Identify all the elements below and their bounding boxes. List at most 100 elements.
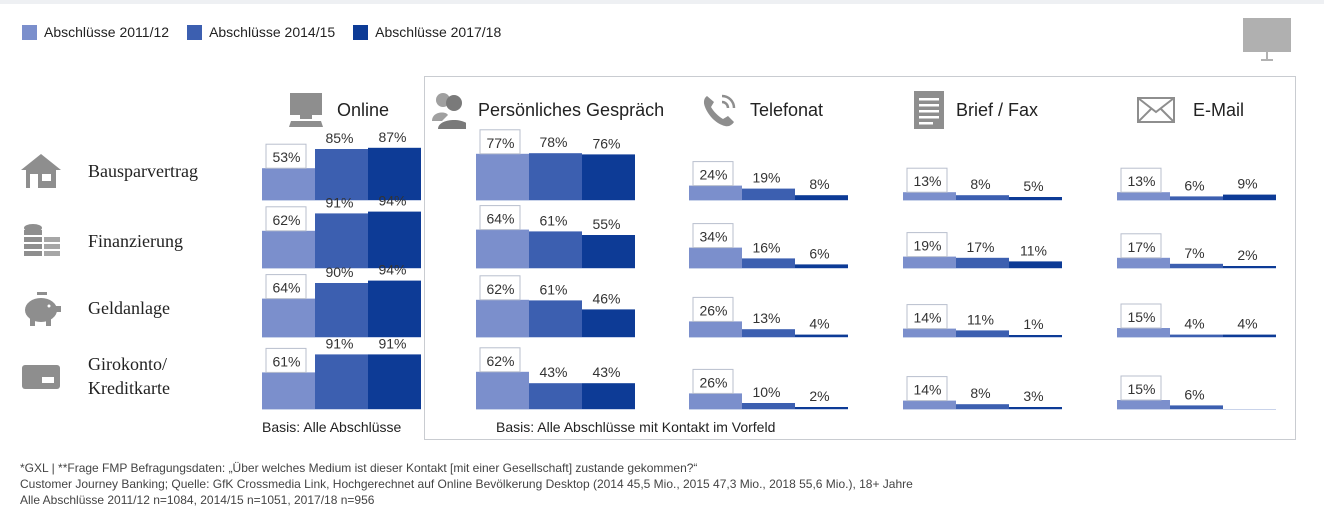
bar-geldanlage-telefonat-1 [742,329,795,337]
footnote-line-3: Alle Abschlüsse 2011/12 n=1084, 2014/15 … [20,493,375,507]
value-label-bausparvertrag-pers-nliches-gespr-ch-2: 76% [592,135,620,151]
bar-finanzierung-online-2 [368,211,421,268]
value-label-box [1120,303,1162,329]
bar-geldanlage-pers-nliches-gespr-ch-1 [529,300,582,337]
bar-geldanlage-e-mail-2 [1223,334,1276,337]
value-label-box [906,232,948,258]
bar-finanzierung-e-mail-1 [1170,263,1223,268]
value-label-bausparvertrag-pers-nliches-gespr-ch-1: 78% [539,134,567,150]
bar-bausparvertrag-telefonat-2 [795,195,848,200]
bar-geldanlage-online-1 [315,283,368,337]
phone-icon [703,94,736,127]
bar-geldanlage-online-2 [368,280,421,337]
chart-legend: Abschlüsse 2011/12 Abschlüsse 2014/15 Ab… [22,24,501,40]
product-label-bausparvertrag: Bausparvertrag [88,161,198,181]
channel-header-brief: Brief / Fax [914,90,1038,130]
bar-geldanlage-e-mail-0 [1117,328,1170,337]
bar-girokonto-kreditkarte-online-0 [262,372,315,409]
footnote: *GXL | **Frage FMP Befragungsdaten: „Übe… [20,460,913,508]
value-label-box [479,129,521,155]
value-label-girokonto-kreditkarte-e-mail-0: 15% [1127,381,1155,397]
product-row-geldanlage: Geldanlage [20,288,170,328]
value-label-girokonto-kreditkarte-online-0: 61% [272,353,300,369]
value-label-girokonto-kreditkarte-online-1: 91% [325,335,353,351]
card-icon [22,365,60,389]
value-label-finanzierung-e-mail-2: 2% [1237,247,1257,263]
legend-item-2017-18: Abschlüsse 2017/18 [353,24,501,40]
bar-girokonto-kreditkarte-pers-nliches-gespr-ch-0 [476,371,529,409]
value-label-box [479,275,521,301]
value-label-box [692,223,734,249]
value-label-bausparvertrag-telefonat-0: 24% [699,167,727,183]
bar-finanzierung-online-0 [262,230,315,268]
channel-header-telefonat: Telefonat [702,90,823,130]
legend-item-2014-15: Abschlüsse 2014/15 [187,24,335,40]
bar-finanzierung-telefonat-1 [742,258,795,268]
legend-swatch-2011-12 [22,24,37,40]
value-label-box [265,274,307,300]
value-label-girokonto-kreditkarte-online-2: 91% [378,335,406,351]
value-label-finanzierung-online-2: 94% [378,193,406,209]
value-label-finanzierung-e-mail-1: 7% [1184,245,1204,261]
value-label-geldanlage-online-2: 94% [378,262,406,278]
bar-bausparvertrag-telefonat-0 [689,185,742,200]
contact-channels-panel [424,76,1296,440]
bar-girokonto-kreditkarte-telefonat-1 [742,403,795,409]
bar-bausparvertrag-e-mail-1 [1170,196,1223,200]
value-label-bausparvertrag-telefonat-1: 19% [752,170,780,186]
house-icon [21,154,61,188]
envelope-icon [1137,97,1175,123]
product-row-finanzierung: Finanzierung [20,222,183,260]
bar-finanzierung-telefonat-0 [689,247,742,268]
channel-label-gespraech: Persönliches Gespräch [478,99,665,120]
value-label-girokonto-kreditkarte-pers-nliches-gespr-ch-1: 43% [539,364,567,380]
value-label-bausparvertrag-e-mail-0: 13% [1127,173,1155,189]
bar-geldanlage-online-0 [262,298,315,337]
value-label-geldanlage-brief-fax-2: 1% [1023,316,1043,332]
value-label-geldanlage-online-1: 90% [325,264,353,280]
legend-label-2011-12: Abschlüsse 2011/12 [44,24,170,40]
bar-finanzierung-brief-fax-1 [956,257,1009,268]
legend-item-2011-12: Abschlüsse 2011/12 [22,24,169,40]
bar-geldanlage-brief-fax-1 [956,330,1009,337]
value-label-box [692,368,734,394]
value-label-box [906,376,948,402]
value-label-box [479,205,521,231]
value-label-box [906,304,948,330]
value-label-geldanlage-e-mail-0: 15% [1127,309,1155,325]
bar-finanzierung-brief-fax-2 [1009,261,1062,268]
value-label-geldanlage-e-mail-1: 4% [1184,316,1204,332]
value-label-bausparvertrag-online-1: 85% [325,130,353,146]
value-label-girokonto-kreditkarte-brief-fax-0: 14% [913,382,941,398]
value-label-bausparvertrag-online-0: 53% [272,149,300,165]
presentation-screen-icon[interactable] [1243,18,1291,62]
bar-girokonto-kreditkarte-brief-fax-0 [903,400,956,409]
bar-geldanlage-telefonat-0 [689,321,742,337]
bar-finanzierung-e-mail-2 [1223,266,1276,268]
product-row-bausparvertrag: Bausparvertrag [20,152,198,190]
value-label-bausparvertrag-brief-fax-2: 5% [1023,178,1043,194]
channel-header-gespraech: Persönliches Gespräch [432,90,664,130]
value-label-geldanlage-pers-nliches-gespr-ch-1: 61% [539,281,567,297]
bar-bausparvertrag-online-0 [262,168,315,200]
bar-bausparvertrag-telefonat-1 [742,188,795,200]
value-label-finanzierung-online-1: 91% [325,194,353,210]
top-divider [0,0,1324,4]
channel-label-telefonat: Telefonat [750,99,824,120]
bar-girokonto-kreditkarte-brief-fax-1 [956,404,1009,409]
bar-finanzierung-online-1 [315,213,368,268]
value-label-girokonto-kreditkarte-pers-nliches-gespr-ch-0: 62% [486,353,514,369]
value-label-box [265,347,307,373]
value-label-geldanlage-brief-fax-0: 14% [913,310,941,326]
value-label-box [265,206,307,232]
value-label-finanzierung-brief-fax-2: 11% [1020,242,1047,258]
channel-header-email: E-Mail [1137,90,1244,130]
bar-bausparvertrag-brief-fax-0 [903,192,956,200]
value-label-girokonto-kreditkarte-e-mail-1: 6% [1184,386,1204,402]
value-label-finanzierung-telefonat-0: 34% [699,229,727,245]
channel-label-online: Online [337,99,390,120]
bar-finanzierung-pers-nliches-gespr-ch-1 [529,231,582,268]
channel-label-email: E-Mail [1193,99,1245,120]
value-label-box [692,296,734,322]
